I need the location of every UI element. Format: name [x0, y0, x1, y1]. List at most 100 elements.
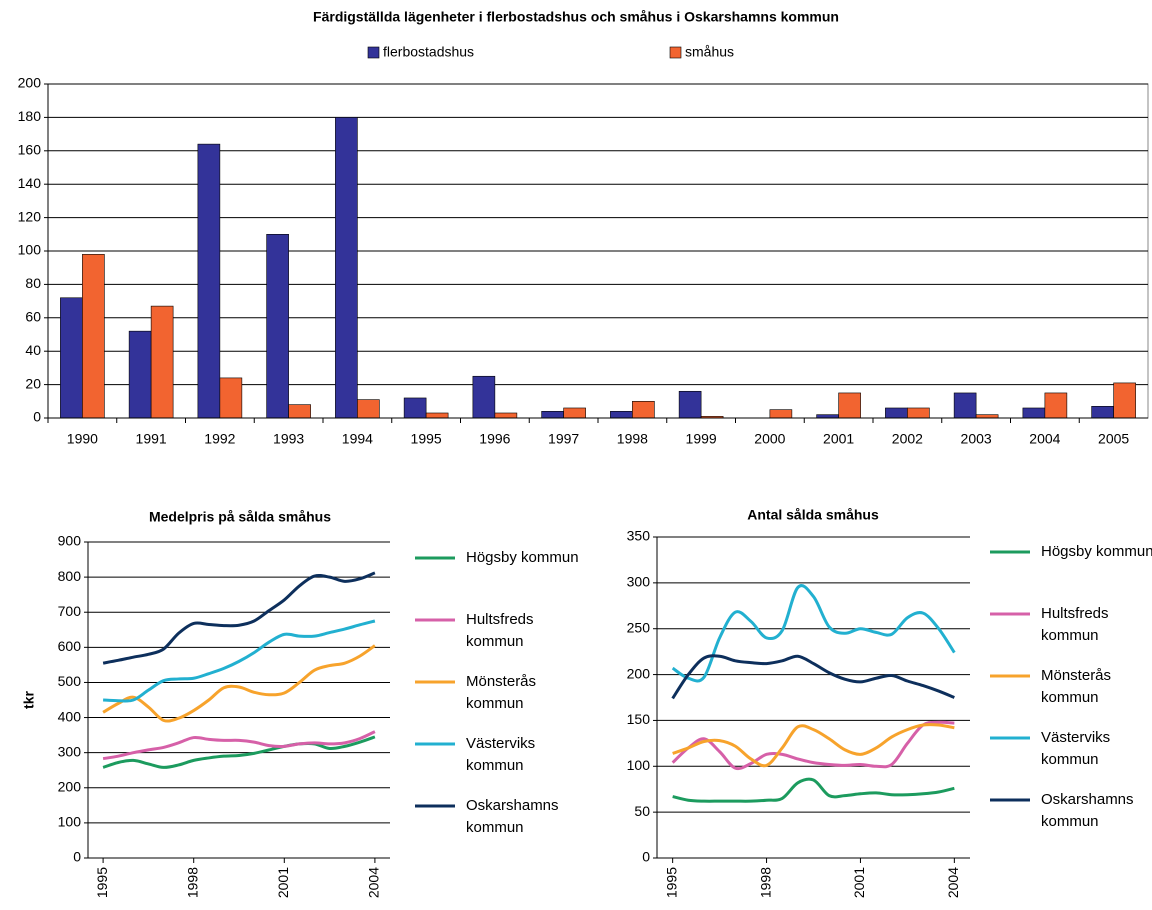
bar — [82, 254, 105, 419]
bar — [1044, 392, 1068, 419]
line — [102, 644, 376, 723]
legend-label: Oskarshamns kommun — [1041, 791, 1134, 830]
x-tick-label: 1994 — [342, 431, 373, 447]
line — [672, 777, 955, 803]
x-tick-label: 1992 — [204, 431, 235, 447]
line — [102, 730, 376, 761]
bar — [335, 117, 358, 419]
bar — [494, 412, 518, 419]
chart-title: Antal sålda småhus — [747, 507, 879, 523]
x-tick-label: 2002 — [892, 431, 923, 447]
y-tick-label: 140 — [18, 175, 42, 191]
x-tick-label: 1990 — [67, 431, 98, 447]
x-tick-label: 1999 — [686, 431, 717, 447]
chart-title: Färdigställda lägenheter i flerbostadshu… — [313, 9, 839, 25]
bar — [197, 143, 221, 419]
x-tick-label: 2004 — [945, 867, 961, 898]
x-tick-label: 2000 — [754, 431, 785, 447]
y-tick-label: 100 — [627, 757, 651, 773]
bar — [678, 390, 702, 419]
y-tick-label: 80 — [25, 275, 41, 291]
x-tick-label: 1998 — [184, 867, 200, 898]
bar — [150, 305, 174, 419]
x-tick-label: 1993 — [273, 431, 304, 447]
y-tick-label: 200 — [58, 778, 82, 794]
legend-label: Västerviks kommun — [466, 735, 536, 774]
x-tick-label: 2001 — [851, 867, 867, 898]
y-tick-label: 250 — [627, 619, 651, 635]
x-tick-label: 1996 — [479, 431, 510, 447]
x-tick-label: 1998 — [617, 431, 648, 447]
line — [102, 571, 376, 665]
bar — [472, 375, 496, 419]
y-tick-label: 180 — [18, 108, 42, 124]
bar — [816, 414, 839, 419]
legend-label: småhus — [685, 44, 734, 60]
y-tick-label: 900 — [58, 533, 82, 549]
bar — [288, 404, 311, 419]
bar — [610, 411, 633, 419]
legend-swatch — [367, 46, 380, 59]
x-tick-label: 1995 — [411, 431, 442, 447]
bar — [357, 399, 380, 419]
legend-label: Högsby kommun — [466, 549, 579, 566]
chart-title: Medelpris på sålda småhus — [149, 509, 331, 525]
line — [671, 720, 955, 771]
y-tick-label: 0 — [33, 409, 41, 425]
line — [671, 654, 955, 700]
x-tick-label: 2001 — [275, 867, 291, 898]
legend-label: Oskarshamns kommun — [466, 797, 559, 836]
bar — [425, 412, 449, 419]
bar — [1022, 407, 1046, 419]
y-tick-label: 150 — [627, 711, 651, 727]
x-tick-label: 1995 — [663, 867, 679, 898]
bar — [632, 400, 655, 419]
y-tick-label: 300 — [627, 574, 651, 590]
y-tick-label: 800 — [58, 568, 82, 584]
y-tick-label: 700 — [58, 603, 82, 619]
bar — [403, 397, 427, 419]
y-tick-label: 60 — [25, 309, 41, 325]
y-tick-label: 200 — [627, 665, 651, 681]
x-tick-label: 2003 — [961, 431, 992, 447]
bar — [953, 392, 977, 419]
bar — [60, 297, 83, 419]
x-tick-label: 1995 — [94, 867, 110, 898]
legend-label: flerbostadshus — [383, 44, 474, 60]
bar — [975, 414, 999, 419]
y-tick-label: 100 — [18, 242, 42, 258]
bar — [769, 409, 793, 419]
legend-swatch — [669, 46, 682, 59]
bar — [838, 392, 861, 419]
x-tick-label: 1997 — [548, 431, 579, 447]
y-tick-label: 300 — [58, 743, 82, 759]
x-tick-label: 2004 — [366, 867, 382, 898]
line — [671, 584, 956, 683]
legend-label: Högsby kommun — [1041, 543, 1152, 560]
y-tick-label: 40 — [25, 342, 41, 358]
legend-label: Västerviks kommun — [1041, 729, 1111, 768]
bar — [541, 411, 564, 419]
bar — [219, 377, 243, 419]
bar — [1091, 406, 1114, 419]
y-tick-label: 160 — [18, 142, 42, 158]
legend-label: Hultsfreds kommun — [1041, 605, 1109, 644]
bar — [266, 234, 289, 419]
line — [103, 619, 376, 703]
y-axis-label: tkr — [21, 691, 37, 709]
x-tick-label: 2005 — [1098, 431, 1129, 447]
x-tick-label: 1991 — [136, 431, 167, 447]
bar — [563, 407, 586, 419]
legend-label: Mönsterås kommun — [466, 673, 537, 712]
bar — [907, 407, 930, 419]
legend-label: Hultsfreds kommun — [466, 611, 534, 650]
y-tick-label: 200 — [18, 75, 42, 91]
bar — [885, 407, 908, 419]
y-tick-label: 600 — [58, 638, 82, 654]
line — [102, 735, 376, 769]
y-tick-label: 350 — [627, 528, 651, 544]
y-tick-label: 0 — [642, 849, 650, 865]
y-tick-label: 0 — [73, 849, 81, 865]
